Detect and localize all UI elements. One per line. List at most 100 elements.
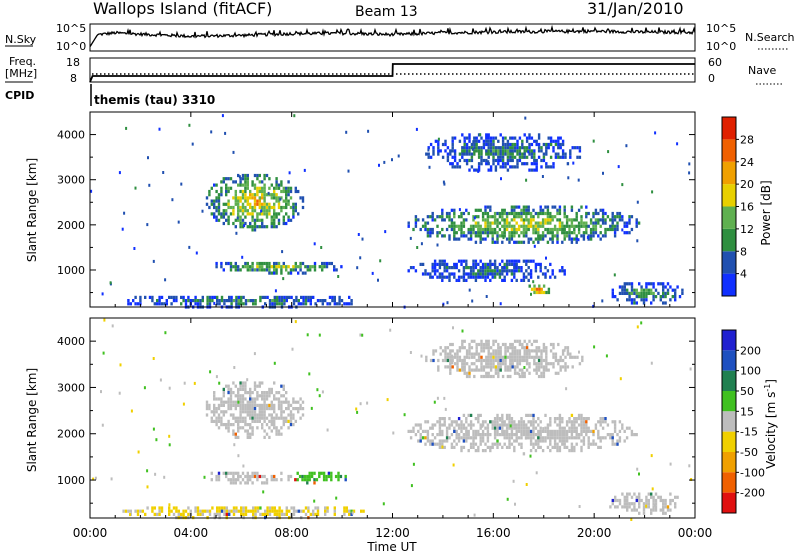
- power-echo-cell: [227, 221, 230, 226]
- power-echo-cell: [453, 208, 456, 212]
- power-echo-cell: [485, 152, 488, 156]
- power-echo-cell: [428, 165, 431, 169]
- velocity-echo-cell: [529, 433, 533, 437]
- velocity-echo-cell: [251, 391, 254, 395]
- velocity-echo-cell: [532, 426, 535, 430]
- velocity-echo-cell: [330, 478, 333, 482]
- power-echo-cell: [244, 302, 248, 306]
- velocity-echo-cell: [168, 434, 171, 438]
- power-echo-cell: [481, 262, 485, 266]
- velocity-echo-cell: [251, 419, 254, 423]
- power-echo-cell: [391, 158, 393, 162]
- power-echo-cell: [626, 288, 629, 292]
- power-echo-cell: [246, 225, 249, 229]
- power-echo-cell: [515, 240, 518, 244]
- velocity-echo-cell: [431, 426, 434, 430]
- power-echo-cell: [520, 215, 523, 219]
- power-echo-cell: [223, 299, 226, 303]
- velocity-echo-cell: [297, 400, 300, 404]
- power-echo-cell: [444, 139, 447, 143]
- velocity-echo-cell: [282, 387, 285, 391]
- power-echo-cell: [414, 269, 418, 273]
- velocity-echo-cell: [313, 471, 316, 475]
- power-echo-cell: [486, 218, 490, 222]
- power-echo-cell: [246, 173, 249, 178]
- power-echo-cell: [460, 259, 463, 263]
- velocity-echo-cell: [292, 512, 296, 516]
- power-echo-cell: [465, 158, 469, 163]
- power-echo-cell: [457, 215, 461, 219]
- power-echo-cell: [139, 299, 142, 303]
- power-echo-cell: [244, 183, 247, 187]
- velocity-echo-cell: [636, 325, 639, 329]
- velocity-echo-cell: [633, 492, 636, 496]
- velocity-echo-cell: [449, 355, 452, 359]
- velocity-echo-cell: [597, 420, 600, 424]
- velocity-echo-cell: [475, 368, 478, 372]
- power-echo-cell: [484, 227, 487, 232]
- power-echo-cell: [309, 265, 312, 269]
- power-echo-cell: [414, 221, 418, 225]
- power-echo-cell: [246, 180, 249, 184]
- velocity-echo-cell: [501, 413, 504, 417]
- velocity-echo-cell: [261, 426, 264, 430]
- velocity-echo-cell: [239, 400, 242, 404]
- velocity-echo-cell: [299, 397, 302, 401]
- power-echo-cell: [246, 265, 249, 269]
- power-echo-cell: [630, 282, 634, 286]
- velocity-echo-cell: [563, 439, 566, 443]
- power-echo-cell: [557, 142, 560, 147]
- velocity-echo-cell: [475, 342, 478, 347]
- power-echo-cell: [277, 265, 281, 269]
- power-echo-cell: [527, 218, 530, 222]
- power-echo-cell: [328, 295, 332, 299]
- power-echo-cell: [532, 280, 535, 284]
- velocity-echo-cell: [227, 407, 230, 411]
- velocity-echo-cell: [189, 509, 192, 513]
- power-echo-cell: [263, 209, 266, 213]
- velocity-echo-cell: [549, 429, 552, 433]
- velocity-echo-cell: [431, 433, 434, 437]
- power-echo-cell: [302, 295, 305, 299]
- velocity-echo-cell: [544, 426, 547, 430]
- power-echo-cell: [300, 295, 303, 299]
- velocity-echo-cell: [222, 471, 225, 475]
- velocity-echo-cell: [237, 454, 240, 458]
- velocity-echo-cell: [151, 506, 154, 510]
- velocity-colorbar-segment: [722, 350, 736, 371]
- velocity-echo-cell: [205, 407, 209, 411]
- power-echo-cell: [238, 175, 241, 179]
- power-echo-cell: [626, 291, 629, 295]
- velocity-echo-cell: [497, 358, 500, 363]
- power-echo-cell: [455, 237, 458, 241]
- velocity-echo-cell: [662, 511, 665, 515]
- power-echo-cell: [515, 205, 518, 209]
- power-echo-cell: [527, 224, 530, 228]
- velocity-echo-cell: [280, 410, 283, 414]
- velocity-echo-cell: [546, 433, 550, 437]
- velocity-echo-cell: [409, 351, 412, 354]
- power-echo-cell: [613, 231, 617, 235]
- velocity-echo-cell: [513, 426, 516, 430]
- velocity-echo-cell: [544, 413, 547, 417]
- power-echo-cell: [477, 262, 480, 266]
- power-echo-cell: [472, 227, 475, 232]
- power-echo-cell: [517, 269, 521, 273]
- power-echo-cell: [180, 295, 183, 299]
- velocity-echo-cell: [213, 419, 216, 423]
- velocity-echo-cell: [504, 342, 507, 347]
- velocity-echo-cell: [613, 426, 617, 430]
- power-echo-cell: [217, 212, 221, 216]
- power-echo-cell: [227, 189, 230, 194]
- power-echo-cell: [164, 278, 167, 282]
- power-echo-cell: [280, 302, 284, 306]
- power-echo-cell: [493, 269, 497, 273]
- power-echo-cell: [503, 224, 506, 228]
- power-echo-cell: [313, 261, 317, 266]
- power-echo-cell: [501, 278, 504, 282]
- velocity-echo-cell: [273, 474, 276, 479]
- power-echo-cell: [441, 259, 444, 263]
- power-echo-cell: [533, 158, 536, 163]
- velocity-echo-cell: [333, 509, 336, 513]
- power-echo-cell: [568, 227, 571, 232]
